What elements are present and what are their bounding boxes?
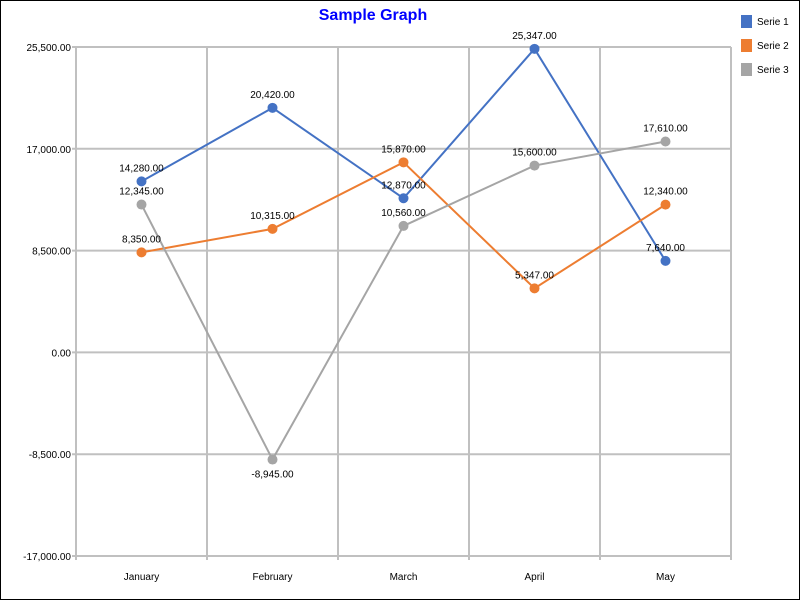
data-point [398, 157, 409, 168]
y-tick-label: 17,000.00 [27, 145, 72, 156]
x-tick-label: May [656, 572, 675, 583]
data-point [398, 193, 409, 204]
data-point [660, 136, 671, 147]
y-tick-label: -17,000.00 [23, 552, 71, 563]
data-label: 12,345.00 [119, 187, 164, 198]
data-label: 8,350.00 [122, 234, 161, 245]
data-point [267, 102, 278, 113]
chart-title: Sample Graph [319, 7, 427, 24]
series-1 [136, 43, 671, 266]
x-tick-label: February [252, 572, 292, 583]
legend-item: Serie 2 [741, 39, 789, 52]
legend-swatch [741, 63, 752, 76]
data-labels-series-3: 12,345.00 -8,945.00 10,560.00 15,600.00 17,6… [119, 123, 688, 480]
series-3 [136, 136, 671, 465]
data-point [398, 220, 409, 231]
data-label: 7,640.00 [646, 243, 685, 254]
data-label: 10,560.00 [381, 208, 426, 219]
data-label: 12,870.00 [381, 180, 426, 191]
data-point [136, 176, 147, 187]
data-label: 15,870.00 [381, 144, 426, 155]
data-point [136, 247, 147, 258]
data-point [267, 454, 278, 465]
data-point [660, 255, 671, 266]
data-label: 5,347.00 [515, 270, 554, 281]
data-label: 17,610.00 [643, 123, 688, 134]
data-label: 15,600.00 [512, 148, 557, 159]
data-label: -8,945.00 [251, 470, 294, 481]
data-point [267, 223, 278, 234]
legend-label: Serie 3 [757, 65, 789, 76]
data-point [660, 199, 671, 210]
y-tick-label: -8,500.00 [29, 450, 72, 461]
x-tick-label: January [124, 572, 160, 583]
data-label: 20,420.00 [250, 90, 295, 101]
x-tick-label: April [524, 572, 544, 583]
data-label: 12,340.00 [643, 187, 688, 198]
y-tick-label: 8,500.00 [32, 247, 71, 258]
series-2 [136, 157, 671, 294]
legend-item: Serie 1 [741, 15, 789, 28]
y-tick-label: 0.00 [52, 348, 72, 359]
data-label: 14,280.00 [119, 163, 164, 174]
data-point [529, 283, 540, 294]
data-labels-series-2: 8,350.00 10,315.00 15,870.00 5,347.00 12,340… [122, 144, 688, 281]
data-labels-series-1: 14,280.00 20,420.00 12,870.00 25,347.00 7,64… [119, 31, 685, 254]
legend-label: Serie 2 [757, 41, 789, 52]
data-point [529, 160, 540, 171]
data-point [529, 43, 540, 54]
legend-label: Serie 1 [757, 17, 789, 28]
legend-item: Serie 3 [741, 63, 789, 76]
x-tick-label: March [390, 572, 418, 583]
legend-swatch [741, 15, 752, 28]
data-label: 10,315.00 [250, 211, 295, 222]
data-label: 25,347.00 [512, 31, 557, 42]
data-point [136, 199, 147, 210]
legend-swatch [741, 39, 752, 52]
y-tick-label: 25,500.00 [27, 43, 72, 54]
